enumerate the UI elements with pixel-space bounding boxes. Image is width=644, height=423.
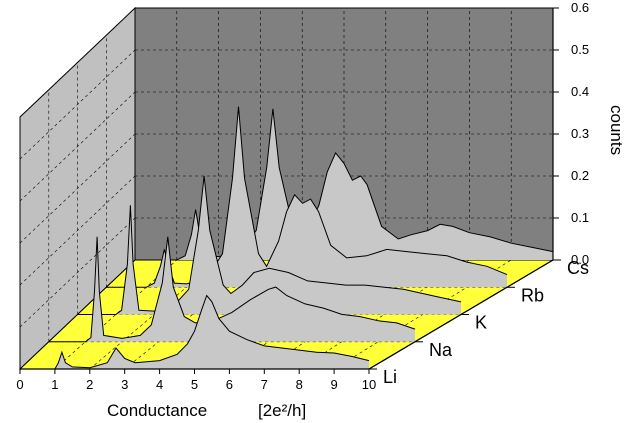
series-area xyxy=(20,295,369,369)
series-label-k: K xyxy=(475,313,487,333)
series-layer xyxy=(20,106,554,370)
x-tick-label: 5 xyxy=(191,377,198,392)
x-tick-label: 1 xyxy=(51,377,58,392)
x-tick-label: 9 xyxy=(330,377,337,392)
z-axis-title: counts xyxy=(607,105,626,155)
y-tick-label: 0.6 xyxy=(571,0,589,15)
y-tick-label: 0.0 xyxy=(571,252,589,267)
series-li xyxy=(20,294,370,370)
label-layer: Li Na K Rb Cs xyxy=(369,258,589,387)
series-line xyxy=(20,294,370,370)
series-area xyxy=(77,175,461,315)
y-tick-label: 0.4 xyxy=(571,84,589,99)
x-tick-label: 3 xyxy=(121,377,128,392)
y-tick-label: 0.1 xyxy=(571,210,589,225)
x-tick-label: 6 xyxy=(226,377,233,392)
x-axis-unit: [2e²/h] xyxy=(258,401,306,420)
x-tick-label: 0 xyxy=(16,377,23,392)
series-k xyxy=(77,175,462,315)
series-label-cs: Cs xyxy=(567,258,589,278)
series-area xyxy=(48,236,416,342)
x-tick-label: 7 xyxy=(261,377,268,392)
series-label-na: Na xyxy=(429,340,453,360)
series-label-rb: Rb xyxy=(521,285,544,305)
x-tick-label: 8 xyxy=(296,377,303,392)
x-tick-label: 2 xyxy=(86,377,93,392)
x-axis-title: Conductance xyxy=(107,401,207,420)
y-tick-label: 0.5 xyxy=(571,42,589,57)
side-wall-gridline xyxy=(19,7,136,118)
y-tick-label: 0.2 xyxy=(571,168,589,183)
x-tick-label: 10 xyxy=(362,377,376,392)
y-tick-label: 0.3 xyxy=(571,126,589,141)
series-area xyxy=(135,108,553,260)
series-line xyxy=(48,236,416,343)
x-tick-label: 4 xyxy=(156,377,163,392)
series-line xyxy=(77,175,462,315)
series-na xyxy=(48,236,416,343)
series-area xyxy=(106,106,508,288)
series-label-li: Li xyxy=(383,367,397,387)
